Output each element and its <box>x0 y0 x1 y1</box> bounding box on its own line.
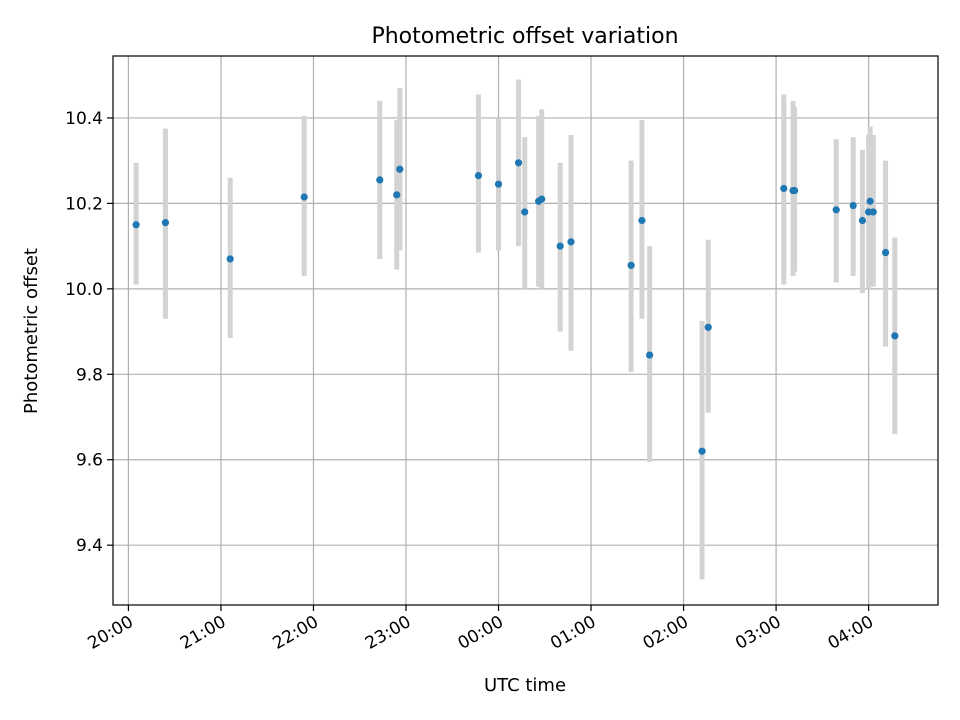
x-axis-label: UTC time <box>484 675 566 696</box>
data-point <box>790 186 799 195</box>
y-tick-label: 9.4 <box>76 536 103 556</box>
data-point <box>393 191 401 199</box>
data-point <box>567 238 575 246</box>
data-point <box>646 351 654 359</box>
data-point <box>832 206 840 214</box>
data-point <box>226 255 234 263</box>
data-point <box>161 219 170 227</box>
y-tick-label: 10.2 <box>65 194 103 214</box>
chart-title: Photometric offset variation <box>371 24 678 49</box>
plot-frame <box>112 55 939 606</box>
data-points <box>132 159 899 455</box>
data-point <box>132 221 140 229</box>
data-point <box>376 176 384 184</box>
data-point <box>849 201 857 210</box>
data-point <box>300 193 308 201</box>
data-point <box>538 195 546 203</box>
y-tick-label: 10.4 <box>65 109 103 129</box>
data-point <box>698 447 706 455</box>
data-point <box>780 184 788 193</box>
data-point <box>869 208 877 216</box>
data-point <box>704 323 712 331</box>
y-tick-label: 10.0 <box>65 280 103 300</box>
data-point <box>521 208 529 216</box>
data-point <box>556 242 564 250</box>
y-tick-label: 9.8 <box>76 365 103 385</box>
data-point <box>396 165 404 173</box>
data-point <box>474 172 483 180</box>
data-point <box>881 248 890 257</box>
y-axis: 9.4 9.6 9.8 10.0 10.2 10.4 <box>65 109 113 556</box>
data-point <box>494 180 503 188</box>
data-point <box>891 332 899 340</box>
data-point <box>514 159 523 167</box>
data-point <box>858 216 867 225</box>
y-axis-label: Photometric offset <box>21 248 42 414</box>
data-point <box>638 216 646 225</box>
data-point <box>627 261 635 269</box>
data-point <box>866 197 874 205</box>
y-tick-label: 9.6 <box>76 451 103 471</box>
